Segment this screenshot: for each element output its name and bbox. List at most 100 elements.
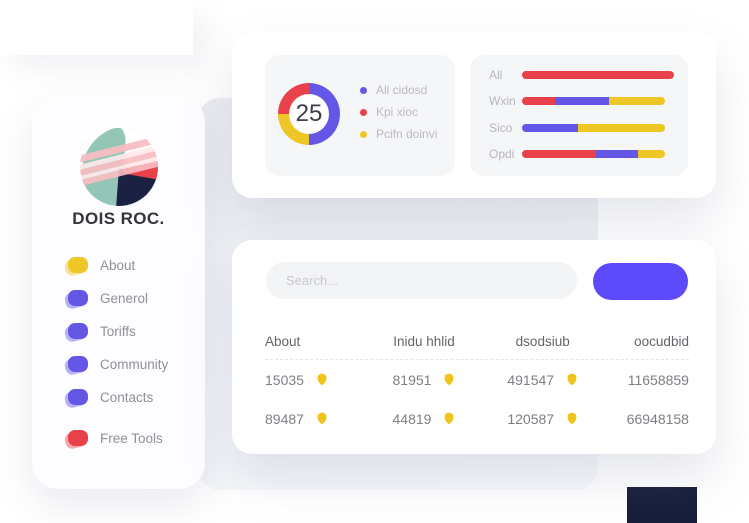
bar-track-wrap <box>522 71 674 79</box>
bar-row-sico: Sico <box>489 121 674 135</box>
corner-decor-top-left <box>0 0 193 55</box>
primary-action-button[interactable] <box>593 263 688 300</box>
cell-value: 89487 <box>265 410 304 427</box>
donut-center-value: 25 <box>295 100 323 127</box>
table-cell: 89487 <box>265 411 328 427</box>
cell-value: 120587 <box>507 410 555 427</box>
donut-legend: All cidosd Kpi xioc Pcifn doinvi <box>360 82 437 148</box>
bar-category-label: Opdi <box>489 146 515 161</box>
badge-icon <box>445 373 454 386</box>
sidebar-item-label: Community <box>100 356 169 372</box>
legend-label: Kpi xioc <box>376 105 419 119</box>
red-dot-icon <box>360 108 367 116</box>
bar-segment-purple <box>522 123 578 132</box>
badge-icon <box>445 412 454 425</box>
bar-track-wrap <box>522 97 674 106</box>
table-cell: 44819 <box>393 411 456 427</box>
badge-icon <box>567 412 577 425</box>
search-input[interactable] <box>266 262 577 299</box>
legend-label: All cidosd <box>376 83 428 97</box>
bar-segment-yellow <box>637 149 665 158</box>
stacked-bar <box>522 97 665 106</box>
data-table: About Inidu hhlid dsodsiub oocudbid 15035 8… <box>265 332 689 438</box>
table-row[interactable]: 15035 81951 491547 11658859 <box>265 360 689 399</box>
stacked-bar <box>522 149 665 158</box>
table-cell: 11658859 <box>628 372 689 388</box>
bar-segment-purple <box>554 97 610 106</box>
charts-card: 25 All cidosd Kpi xioc Pcifn doinvi All Wxi… <box>232 32 716 198</box>
table-cell: 15035 <box>265 372 328 388</box>
brand-name: DOIS ROC. <box>72 209 165 228</box>
bar-track-wrap <box>522 123 674 132</box>
legend-item: All cidosd <box>360 82 437 98</box>
donut-center: 25 <box>289 94 329 134</box>
legend-item: Kpi xioc <box>360 104 437 120</box>
sidebar-item-generol[interactable]: Generol <box>68 285 197 311</box>
cell-value: 15035 <box>265 371 304 388</box>
data-table-card: About Inidu hhlid dsodsiub oocudbid 15035 8… <box>232 240 716 454</box>
sidebar-item-label: Generol <box>100 290 149 306</box>
purple-blob-icon <box>68 356 88 372</box>
table-cell: 81951 <box>393 372 456 388</box>
legend-item: Pcifn doinvi <box>360 126 437 142</box>
sidebar-item-label: Contacts <box>100 389 154 405</box>
bar-category-label: All <box>489 68 503 82</box>
sidebar-item-toriffs[interactable]: Toriffs <box>68 318 197 344</box>
sidebar-item-free-tools[interactable]: Free Tools <box>68 425 197 451</box>
stacked-bar <box>522 123 665 132</box>
sidebar-item-contacts[interactable]: Contacts <box>68 384 197 410</box>
cell-value: 44819 <box>392 410 432 427</box>
legend-label: Pcifn doinvi <box>376 127 438 141</box>
bar-segment-yellow <box>577 123 665 132</box>
bar-category-label: Sico <box>489 120 513 135</box>
table-divider <box>265 359 689 360</box>
bar-track-wrap <box>522 149 674 158</box>
corner-decor-bottom-right <box>627 487 697 523</box>
purple-blob-icon <box>68 290 88 306</box>
bar-segment-red <box>522 97 555 106</box>
cell-value: 491547 <box>507 371 555 388</box>
sidebar-item-community[interactable]: Community <box>68 351 197 377</box>
yellow-dot-icon <box>360 130 367 138</box>
purple-blob-icon <box>68 323 88 339</box>
sidebar: DOIS ROC. About Generol Toriffs Community Co… <box>32 96 205 489</box>
donut-chart-card: 25 All cidosd Kpi xioc Pcifn doinvi <box>265 55 455 176</box>
purple-dot-icon <box>360 86 367 94</box>
yellow-blob-icon <box>68 257 88 273</box>
bar-segment-purple <box>596 149 638 158</box>
table-row[interactable]: 89487 44819 120587 66948158 <box>265 399 689 438</box>
table-cell: 491547 <box>507 372 578 388</box>
column-header: About <box>265 333 301 349</box>
badge-icon <box>317 373 327 386</box>
column-header: Inidu hhlid <box>393 333 455 349</box>
sidebar-item-label: About <box>100 257 136 273</box>
sidebar-item-about[interactable]: About <box>68 252 197 278</box>
bar-row-opdi: Opdi <box>489 147 674 161</box>
badge-icon <box>567 373 577 386</box>
table-cell: 66948158 <box>627 411 689 427</box>
bar-segment-red <box>522 71 674 79</box>
cell-value: 81951 <box>392 371 432 388</box>
stacked-bars-card: All Wxin Sico Opdi <box>470 55 688 176</box>
bar-segment-red <box>522 149 597 158</box>
table-header-row: About Inidu hhlid dsodsiub oocudbid <box>265 332 689 350</box>
column-header: oocudbid <box>634 333 689 349</box>
table-cell: 120587 <box>507 411 578 427</box>
sidebar-menu: About Generol Toriffs Community Contacts Free… <box>68 252 197 458</box>
brand-logo <box>79 128 158 206</box>
stacked-bar <box>522 71 674 79</box>
sidebar-item-label: Toriffs <box>100 323 136 339</box>
donut-chart: 25 <box>278 83 340 145</box>
bar-segment-yellow <box>609 97 665 106</box>
table-body: 15035 81951 491547 11658859 89487 44819 1… <box>265 360 689 438</box>
cell-value: 66948158 <box>626 410 689 427</box>
sidebar-item-label: Free Tools <box>100 430 163 446</box>
column-header: dsodsiub <box>515 333 570 349</box>
badge-icon <box>317 412 327 425</box>
purple-blob-icon <box>68 389 88 405</box>
bar-category-label: Wxin <box>489 94 516 109</box>
cell-value: 11658859 <box>627 371 689 388</box>
red-blob-icon <box>68 430 88 446</box>
bar-row-all: All <box>489 68 674 82</box>
